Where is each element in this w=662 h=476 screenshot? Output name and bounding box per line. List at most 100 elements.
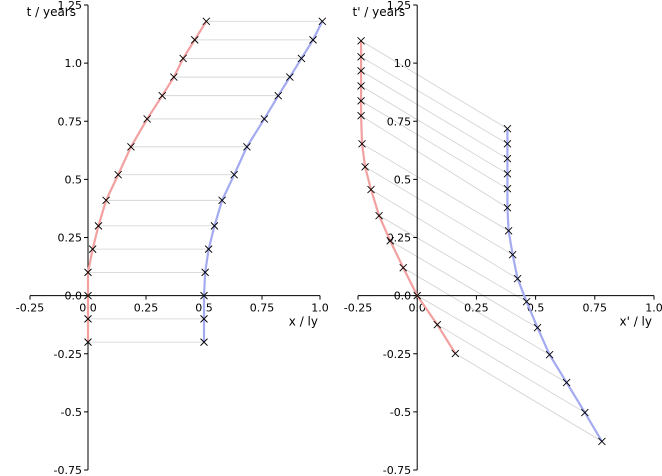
marker [84,338,92,346]
marker [562,378,571,387]
marker [357,111,365,120]
y-tick-label: 0.75 [387,115,412,128]
marker [260,115,269,123]
simultaneity-line [360,85,508,175]
simultaneity-line [360,115,508,209]
x-tick-label: 0.25 [134,302,159,315]
simultaneity-line [437,324,586,413]
marker [143,115,151,123]
simultaneity-line [361,143,509,232]
marker [297,54,306,63]
marker [367,185,375,194]
marker [179,54,187,63]
marker [127,143,135,151]
marker [357,96,365,105]
y-tick-label: -0.75 [54,464,82,476]
x-tick-label: -0.25 [16,302,44,315]
y-tick-label: 0.5 [394,173,412,186]
series-line [86,20,208,343]
simultaneity-line [416,295,567,383]
simultaneity-line [403,267,550,356]
marker [451,349,460,358]
marker [357,66,365,75]
marker [503,124,512,133]
simultaneity-line [360,70,508,160]
y-tick-label: 1.25 [58,0,83,12]
simultaneity-line [360,56,508,145]
marker [243,143,251,151]
marker [503,203,512,212]
series-line [202,20,324,343]
y-tick-label: -0.75 [383,464,411,476]
marker [508,250,517,259]
marker [230,170,238,179]
marker [357,36,365,45]
y-tick-label: 0.25 [387,232,412,245]
marker [581,408,589,417]
x-axis-label: x / ly [289,315,318,329]
marker [84,291,92,300]
marker [399,263,408,272]
marker [170,73,178,81]
marker [102,196,110,205]
y-tick-label: -0.5 [61,406,82,419]
marker [84,268,92,277]
marker [200,315,208,323]
marker [84,315,92,323]
marker [158,91,167,100]
y-tick-label: 1.0 [65,57,83,70]
marker [504,226,513,235]
simultaneity-line [360,100,508,190]
marker [545,350,554,359]
simultaneity-line [390,240,538,329]
marker [210,222,219,230]
y-axis-label: t / years [27,5,76,19]
marker [598,437,606,446]
marker [202,17,211,26]
y-tick-label: 0.75 [58,115,83,128]
marker [503,139,512,148]
marker [309,36,317,44]
x-tick-label: 0.75 [583,302,608,315]
marker [522,297,531,306]
x-tick-label: 0.75 [250,302,275,315]
marker [201,268,209,277]
y-tick-label: 0.0 [65,290,83,303]
y-tick-label: -0.25 [383,348,411,361]
simultaneity-line [364,166,513,256]
marker [218,196,226,205]
marker [503,169,512,178]
marker [94,222,103,230]
marker [114,170,122,179]
y-tick-label: 0.0 [394,290,412,303]
marker [286,73,294,81]
x-tick-label: 0.0 [408,302,426,315]
marker [513,274,522,283]
x-tick-label: 0.25 [464,302,489,315]
y-tick-label: 1.25 [387,0,412,12]
marker [357,82,365,90]
marker [88,245,97,253]
simultaneity-line [360,40,508,130]
marker [375,211,383,220]
y-tick-label: 1.0 [394,57,412,70]
y-tick-label: -0.25 [54,348,82,361]
simultaneity-line [378,215,527,303]
marker [433,320,442,329]
marker [190,36,199,44]
marker [503,184,512,193]
marker [274,91,283,100]
y-tick-label: 0.25 [58,232,83,245]
marker [200,291,208,300]
marker [318,17,327,26]
marker [503,154,512,163]
x-axis-label: x' / ly [619,315,652,329]
x-tick-label: -0.25 [344,302,372,315]
simultaneity-line [370,189,518,279]
marker [200,338,208,346]
simultaneity-line [455,353,603,442]
marker [386,236,395,245]
marker [413,291,422,300]
